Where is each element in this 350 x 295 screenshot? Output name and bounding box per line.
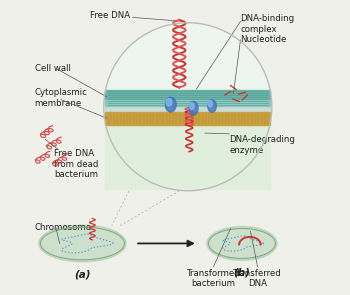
Text: Cell wall: Cell wall: [35, 64, 71, 73]
Text: Transferred
DNA: Transferred DNA: [233, 269, 282, 289]
Ellipse shape: [207, 227, 277, 260]
Ellipse shape: [208, 100, 216, 112]
FancyBboxPatch shape: [105, 106, 271, 112]
Ellipse shape: [208, 101, 213, 107]
FancyBboxPatch shape: [105, 124, 271, 189]
Circle shape: [104, 23, 272, 191]
Ellipse shape: [41, 227, 125, 260]
FancyBboxPatch shape: [105, 90, 271, 101]
Text: Cytoplasmic
membrane: Cytoplasmic membrane: [34, 88, 87, 108]
Ellipse shape: [189, 101, 198, 115]
Text: Free DNA
from dead
bacterium: Free DNA from dead bacterium: [54, 150, 98, 179]
FancyBboxPatch shape: [105, 100, 271, 106]
Text: Transformed
bacterium: Transformed bacterium: [187, 269, 240, 289]
FancyBboxPatch shape: [105, 112, 271, 124]
Ellipse shape: [209, 229, 275, 258]
Text: Chromosome: Chromosome: [34, 223, 91, 232]
Ellipse shape: [166, 99, 172, 106]
Text: (a): (a): [74, 269, 91, 279]
Ellipse shape: [189, 103, 194, 109]
Text: Free DNA: Free DNA: [90, 11, 182, 21]
Text: Nucleotide: Nucleotide: [240, 35, 287, 44]
Ellipse shape: [39, 225, 126, 262]
Text: DNA-degrading
enzyme: DNA-degrading enzyme: [229, 135, 295, 155]
Text: (b): (b): [233, 268, 250, 278]
Text: DNA-binding
complex: DNA-binding complex: [240, 14, 295, 34]
Ellipse shape: [165, 97, 176, 112]
